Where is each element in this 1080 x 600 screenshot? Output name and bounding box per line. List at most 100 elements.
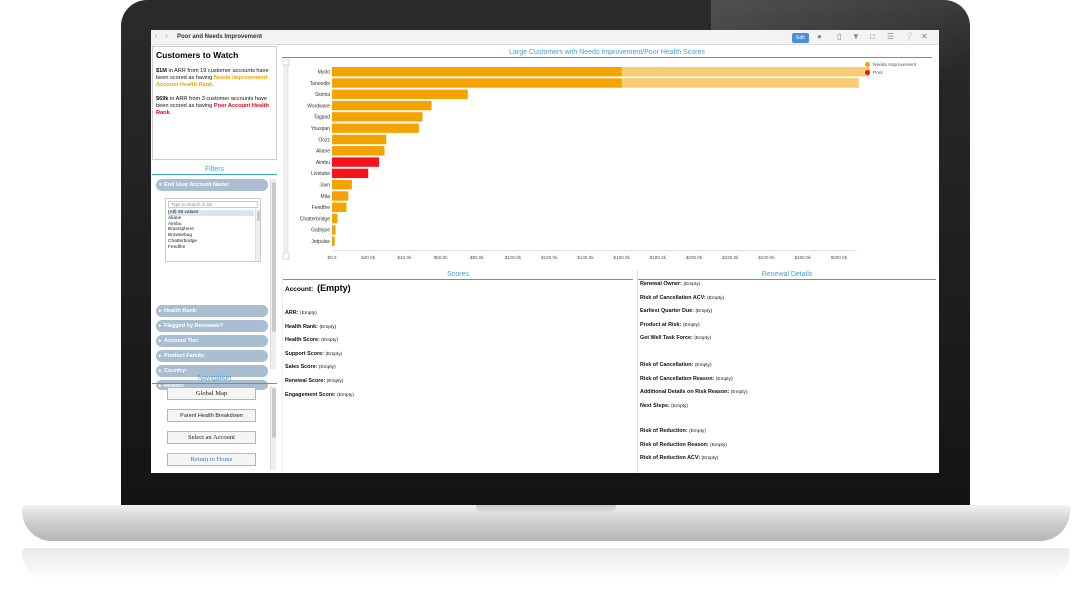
renewal-field-label: Risk of Cancellation: [640,362,695,368]
filter-option[interactable]: Aimbu [168,221,182,227]
chart-slider-handle-bottom[interactable] [282,252,290,260]
filter-icon[interactable]: ▼ [852,32,860,41]
filter-option[interactable]: (All) 48 values [168,210,254,216]
scores-panel: Scores Account: (Empty) ARR: (Empty) Healt… [282,270,634,473]
bar-mita[interactable] [332,191,349,201]
select-account-button[interactable]: Select an Account [167,431,256,444]
filters-scrollbar[interactable] [270,179,276,369]
bar-category-label: Feedfire [312,205,331,211]
renewal-field-value: (Empty) [715,376,733,382]
score-field-label: Sales Score: [285,364,319,371]
parent-health-breakdown-button[interactable]: Parent Health Breakdown [167,409,256,422]
customers-to-watch-heading: Customers to Watch [156,50,239,60]
score-field-value: (Empty) [318,365,336,371]
renewal-field-row: Risk of Reduction ACV: (Empty) [640,455,718,461]
legend-swatch-poor [865,70,870,76]
renewal-field-row: Risk of Reduction Reason: (Empty) [640,442,727,448]
renewal-field-value: (Empty) [701,456,719,462]
filter-end-user-account-name[interactable]: End User Account Name: [156,179,268,191]
renewal-field-value: (Empty) [710,442,727,448]
bar-tagpad[interactable] [332,112,423,122]
global-map-button[interactable]: Global Map [167,387,256,400]
filter-option[interactable]: Feedfire [168,244,186,250]
bar-mydo[interactable] [332,67,870,77]
bar-tanoodle[interactable] [332,78,859,88]
bar-highlight-fade [621,78,859,88]
account-label: Account: [285,286,314,293]
navigation-scroll-thumb[interactable] [272,388,276,438]
bar-category-label: Tanoodle [310,81,331,87]
score-field-label: Renewal Score: [285,378,327,384]
bar-livetube[interactable] [332,168,369,179]
filter-option[interactable]: Browsebug [168,233,192,239]
chart-scroll-slider[interactable] [283,58,289,260]
legend-label: Poor [873,71,884,76]
renewal-field-row: Next Steps: (Empty) [640,403,688,409]
bookmark-icon[interactable]: ▯ [837,32,842,41]
legend-item-needs-improvement[interactable]: Needs Improvement [865,62,916,70]
filter-health-rank[interactable]: Health Rank: [156,305,268,317]
renewal-field-value: (Empty) [689,429,706,434]
menu-icon[interactable]: ☰ [887,32,895,41]
bar-aimbu[interactable] [332,157,380,167]
bar-gabtype[interactable] [332,225,336,235]
bar-feedfire[interactable] [332,202,347,212]
renewal-field-row: Get Well Task Force: (Empty) [640,335,711,341]
filter-list-scrollbar[interactable] [255,209,260,261]
bar-aliane[interactable] [332,146,385,156]
bar-jetpulse[interactable] [332,236,335,246]
bar-skimia[interactable] [332,89,468,99]
renewal-field-value: (Empty) [682,322,700,328]
x-tick-label: $40.0k [398,255,412,260]
poor-amount: $69k [156,96,169,102]
laptop-reflection [22,548,1070,582]
filter-option[interactable]: Brainsphere [168,227,194,233]
renewal-field-label: Product at Risk: [640,321,683,328]
score-field-row: Health Score: (Empty) [285,337,338,343]
edit-button[interactable]: Edit [792,33,809,43]
bar-category-label: Mydo [318,70,330,76]
laptop-base [22,505,1070,541]
score-field-row: Support Score: (Empty) [285,351,342,357]
filter-account-tier[interactable]: Account Tier: [156,335,268,347]
legend-item-poor[interactable]: Poor [865,70,916,78]
legend-label: Needs Improvement [873,63,917,68]
needs-improvement-amount: $1M [156,68,167,74]
filter-list-scroll-thumb[interactable] [257,211,260,221]
x-tick-label: $100.0k [505,255,522,260]
bar-category-label: Jetpulse [311,239,330,245]
bar-oozz[interactable] [332,134,387,145]
renewal-field-value: (Empty) [695,309,713,315]
bar-chatterbridge[interactable] [332,213,338,224]
filter-product-family[interactable]: Product Family: [156,350,268,362]
close-icon[interactable]: ✕ [921,32,928,41]
navigation-scrollbar[interactable] [270,386,276,470]
renewal-field-row: Risk of Cancellation ACV: (Empty) [640,295,724,301]
filter-search-input[interactable]: Type to search in list [168,201,258,208]
customers-to-watch-panel: Customers to Watch $1M in ARR from 19 cu… [152,46,277,160]
filter-option[interactable]: Chatterbridge [168,238,198,244]
return-to-home-button[interactable]: Return to Home [167,453,256,466]
bar-youspan[interactable] [332,123,419,133]
bar-category-label: Skimia [315,92,330,98]
bar-category-label: Youspan [311,126,330,132]
expand-icon[interactable]: □ [870,32,875,41]
filters-panel: Filters End User Account Name: Type to s… [152,165,277,392]
x-tick-label: $280.0k [831,255,848,260]
back-forward-arrows[interactable]: ‹ › [155,33,171,40]
filter-flagged-by-renewals[interactable]: Flagged by Renewals? [156,320,268,332]
renewal-field-row: Renewal Owner: (Empty) [640,281,700,287]
filters-scroll-thumb[interactable] [272,182,276,332]
filter-country[interactable]: Country: [156,365,268,377]
filter-option[interactable]: Aliane [168,215,182,221]
bar-category-label: Aliane [316,149,330,155]
comment-icon[interactable]: ● [817,32,822,41]
filter-region[interactable]: Region: [156,380,268,392]
renewal-field-value: (Empty) [671,403,688,409]
chart-slider-handle-top[interactable] [282,58,290,66]
x-tick-label: $160.0k [613,255,630,260]
help-icon[interactable]: ❔ [904,32,914,41]
renewal-details-panel: Renewal Details Renewal Owner: (Empty) Ri… [637,270,939,473]
bar-jaxn[interactable] [332,180,352,190]
bar-wordware[interactable] [332,100,432,111]
